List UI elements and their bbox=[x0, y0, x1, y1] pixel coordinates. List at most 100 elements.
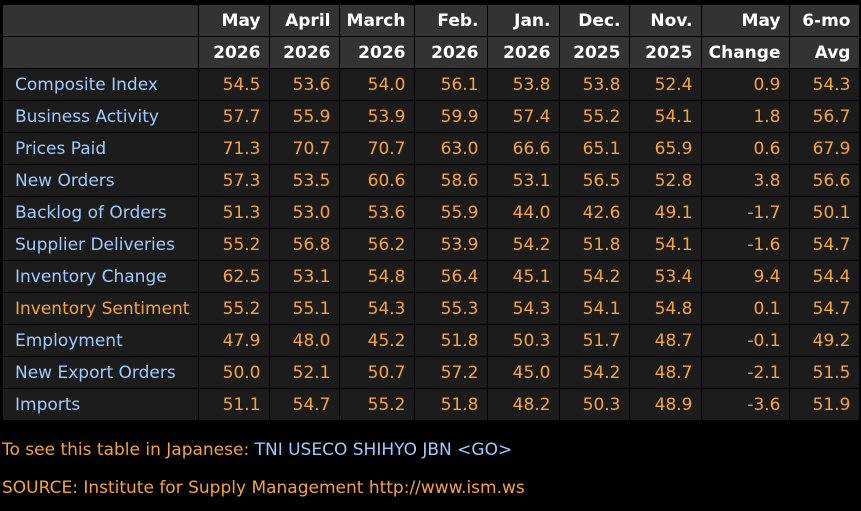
value-cell: 65.1 bbox=[560, 133, 630, 164]
row-label: Business Activity bbox=[3, 101, 199, 132]
value-cell: 53.6 bbox=[340, 197, 415, 228]
value-cell: 56.8 bbox=[270, 229, 340, 260]
header-cell: 2026 bbox=[270, 37, 340, 68]
value-cell: 71.3 bbox=[199, 133, 270, 164]
value-cell: 50.0 bbox=[199, 357, 270, 388]
value-cell: 54.4 bbox=[790, 261, 860, 292]
value-cell: 55.2 bbox=[560, 101, 630, 132]
value-cell: 53.6 bbox=[270, 69, 340, 100]
header-corner bbox=[3, 5, 199, 36]
value-cell: 55.9 bbox=[270, 101, 340, 132]
row-label: New Orders bbox=[3, 165, 199, 196]
data-row: New Orders 57.3 53.5 60.6 58.6 53.1 56.5 52.8 3.… bbox=[3, 165, 860, 196]
value-cell: 62.5 bbox=[199, 261, 270, 292]
value-cell: 42.6 bbox=[560, 197, 630, 228]
value-cell: 51.8 bbox=[415, 389, 488, 420]
value-cell: 48.0 bbox=[270, 325, 340, 356]
value-cell: 55.2 bbox=[340, 389, 415, 420]
value-cell: 9.4 bbox=[702, 261, 790, 292]
command-link[interactable]: TNI USECO SHIHYO JBN <GO> bbox=[254, 440, 513, 460]
header-cell: Feb. bbox=[415, 5, 488, 36]
value-cell: 44.0 bbox=[488, 197, 560, 228]
value-cell: 48.9 bbox=[630, 389, 702, 420]
value-cell: 50.3 bbox=[560, 389, 630, 420]
value-cell: 54.0 bbox=[340, 69, 415, 100]
header-row: 2026 2026 2026 2026 2026 2025 2025 Change Avg bbox=[3, 37, 860, 68]
value-cell: 56.2 bbox=[340, 229, 415, 260]
value-cell: 53.8 bbox=[488, 69, 560, 100]
value-cell: -1.7 bbox=[702, 197, 790, 228]
value-cell: 0.6 bbox=[702, 133, 790, 164]
row-label: Backlog of Orders bbox=[3, 197, 199, 228]
data-row: Inventory Sentiment 55.2 55.1 54.3 55.3 54.3 5… bbox=[3, 293, 860, 324]
value-cell: 47.9 bbox=[199, 325, 270, 356]
value-cell: 57.3 bbox=[199, 165, 270, 196]
value-cell: 51.1 bbox=[199, 389, 270, 420]
value-cell: 57.4 bbox=[488, 101, 560, 132]
value-cell: 53.9 bbox=[340, 101, 415, 132]
header-cell: 2026 bbox=[199, 37, 270, 68]
value-cell: 1.8 bbox=[702, 101, 790, 132]
value-cell: 0.1 bbox=[702, 293, 790, 324]
value-cell: 65.9 bbox=[630, 133, 702, 164]
value-cell: 45.1 bbox=[488, 261, 560, 292]
header-cell: 2026 bbox=[488, 37, 560, 68]
value-cell: 54.2 bbox=[560, 357, 630, 388]
value-cell: 45.0 bbox=[488, 357, 560, 388]
value-cell: 67.9 bbox=[790, 133, 860, 164]
data-row: Prices Paid 71.3 70.7 70.7 63.0 66.6 65.1 65.9 0… bbox=[3, 133, 860, 164]
value-cell: 3.8 bbox=[702, 165, 790, 196]
value-cell: 52.4 bbox=[630, 69, 702, 100]
value-cell: 54.7 bbox=[790, 293, 860, 324]
data-row: Supplier Deliveries 55.2 56.8 56.2 53.9 54.2 5… bbox=[3, 229, 860, 260]
header-cell: March bbox=[340, 5, 415, 36]
value-cell: 53.1 bbox=[270, 261, 340, 292]
source-note: SOURCE: Institute for Supply Management … bbox=[2, 478, 525, 498]
header-cell: Dec. bbox=[560, 5, 630, 36]
value-cell: 53.4 bbox=[630, 261, 702, 292]
value-cell: 60.6 bbox=[340, 165, 415, 196]
header-cell: May bbox=[702, 5, 790, 36]
header-cell: Jan. bbox=[488, 5, 560, 36]
value-cell: 56.6 bbox=[790, 165, 860, 196]
note-text: To see this table in Japanese: bbox=[2, 440, 250, 460]
value-cell: 51.7 bbox=[560, 325, 630, 356]
value-cell: 53.8 bbox=[560, 69, 630, 100]
value-cell: 50.3 bbox=[488, 325, 560, 356]
value-cell: 52.8 bbox=[630, 165, 702, 196]
value-cell: 54.7 bbox=[270, 389, 340, 420]
row-label: Prices Paid bbox=[3, 133, 199, 164]
value-cell: 66.6 bbox=[488, 133, 560, 164]
data-row: Employment 47.9 48.0 45.2 51.8 50.3 51.7 48.7 -0… bbox=[3, 325, 860, 356]
value-cell: 63.0 bbox=[415, 133, 488, 164]
value-cell: 54.3 bbox=[790, 69, 860, 100]
value-cell: 0.9 bbox=[702, 69, 790, 100]
header-row: May April March Feb. Jan. Dec. Nov. May 6-mo bbox=[3, 5, 860, 36]
data-table: May April March Feb. Jan. Dec. Nov. May 6-mo 2026… bbox=[2, 4, 860, 421]
value-cell: 54.2 bbox=[560, 261, 630, 292]
value-cell: 53.1 bbox=[488, 165, 560, 196]
row-label: Inventory Sentiment bbox=[3, 293, 199, 324]
value-cell: 54.3 bbox=[488, 293, 560, 324]
value-cell: 54.8 bbox=[630, 293, 702, 324]
value-cell: 54.5 bbox=[199, 69, 270, 100]
value-cell: 49.2 bbox=[790, 325, 860, 356]
data-row: Imports 51.1 54.7 55.2 51.8 48.2 50.3 48.9 -3.6 5… bbox=[3, 389, 860, 420]
value-cell: 45.2 bbox=[340, 325, 415, 356]
value-cell: 54.3 bbox=[340, 293, 415, 324]
value-cell: 53.0 bbox=[270, 197, 340, 228]
row-label: Inventory Change bbox=[3, 261, 199, 292]
row-label: Imports bbox=[3, 389, 199, 420]
value-cell: 57.2 bbox=[415, 357, 488, 388]
value-cell: -3.6 bbox=[702, 389, 790, 420]
value-cell: 53.5 bbox=[270, 165, 340, 196]
header-cell: 2025 bbox=[560, 37, 630, 68]
value-cell: 54.8 bbox=[340, 261, 415, 292]
value-cell: 55.2 bbox=[199, 229, 270, 260]
value-cell: -0.1 bbox=[702, 325, 790, 356]
value-cell: 49.1 bbox=[630, 197, 702, 228]
value-cell: 51.9 bbox=[790, 389, 860, 420]
value-cell: 70.7 bbox=[270, 133, 340, 164]
value-cell: 51.5 bbox=[790, 357, 860, 388]
data-row: Composite Index 54.5 53.6 54.0 56.1 53.8 53.8 5… bbox=[3, 69, 860, 100]
